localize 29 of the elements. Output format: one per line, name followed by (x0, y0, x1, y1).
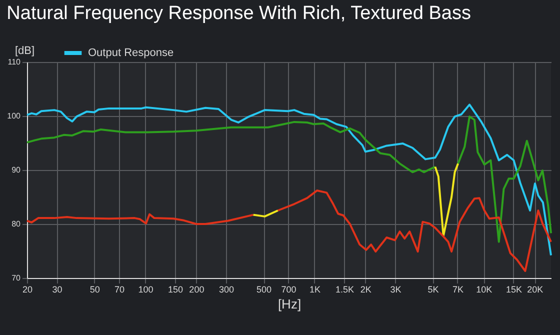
x-tick-label: 5K (428, 284, 439, 294)
legend-label: Output Response (88, 47, 174, 59)
y-tick-label: 90 (12, 166, 22, 174)
x-tick-label: 20K (527, 284, 544, 294)
x-tick-label: 7K (452, 284, 464, 294)
x-tick-label: 700 (281, 284, 296, 294)
y-tick-label: 80 (12, 220, 22, 228)
x-tick-label: 15K (506, 284, 522, 294)
x-tick-label: 1K (309, 284, 320, 294)
x-axis-title: [Hz] (278, 296, 302, 312)
x-tick-label: 200 (189, 284, 204, 294)
x-tick-label: 30 (52, 284, 62, 294)
x-tick-label: 100 (138, 284, 154, 294)
x-tick-label: 50 (90, 284, 100, 294)
y-tick-label: 70 (12, 274, 22, 282)
x-tick-label: 500 (256, 284, 272, 294)
x-tick-label: 70 (114, 284, 125, 294)
x-tick-label: 300 (218, 284, 234, 294)
y-axis-title: [dB] (15, 45, 35, 57)
x-tick-label: 20 (22, 284, 33, 294)
line-series (434, 162, 460, 237)
x-tick-label: 1.5K (336, 284, 354, 294)
x-tick-label: 150 (168, 284, 184, 294)
x-tick-label: 3K (390, 284, 402, 294)
y-tick-label: 100 (7, 112, 22, 120)
x-tick-label: 10K (476, 284, 492, 294)
y-tick-label: 110 (8, 58, 22, 66)
x-tick-label: 2K (360, 284, 372, 294)
chart-title: Natural Frequency Response With Rich, Textured Bass (6, 3, 471, 24)
